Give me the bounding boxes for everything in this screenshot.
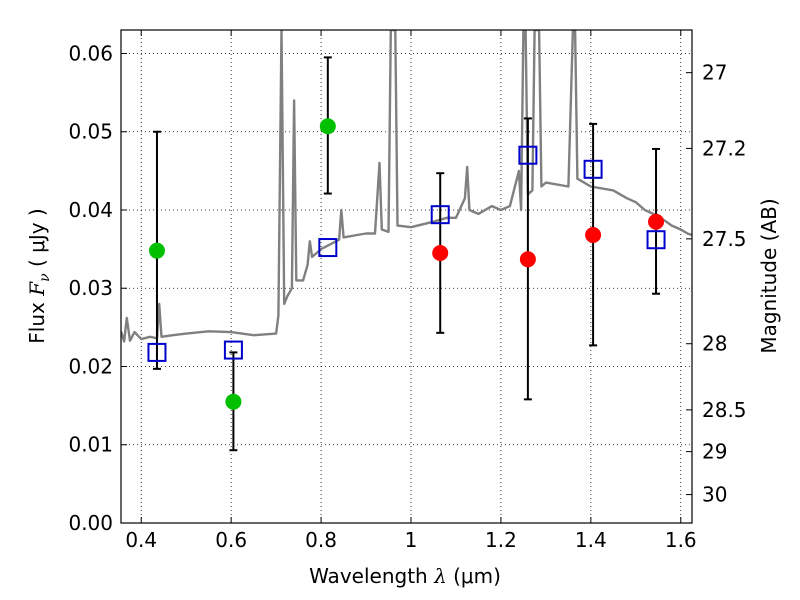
plot-frame: [120, 29, 693, 524]
y2-tick-label: 29: [702, 440, 727, 464]
dropout-point: [225, 393, 242, 410]
x-tick-label: 1.4: [575, 528, 607, 552]
x-tick-label: 1.6: [665, 528, 697, 552]
y-tick-label: 0.06: [68, 41, 113, 65]
y2-axis-title: Magnitude (AB): [757, 198, 781, 353]
y-tick-label: 0.05: [68, 120, 113, 144]
detection-point: [648, 213, 665, 230]
x-tick-label: 1: [405, 528, 418, 552]
y-tick-label: 0.04: [68, 198, 113, 222]
model-square-marker: [430, 205, 450, 225]
y2-tick-label: 28.5: [702, 398, 747, 422]
y2-tick-label: 27: [702, 61, 727, 85]
grid-lines: [121, 30, 692, 523]
model-square-marker: [583, 159, 603, 179]
y-tick-label: 0.01: [68, 433, 113, 457]
x-axis-title: Wavelength λ (μm): [309, 564, 501, 588]
model-square-marker: [646, 230, 666, 250]
detection-point: [432, 245, 449, 262]
x-tick-label: 0.8: [305, 528, 337, 552]
tick-labels: 0.4 0.6 0.8 1 1.2 1.4 1.6 0.00 0.01 0.02 0.03 0.04 0…: [68, 41, 746, 552]
data-points: [147, 118, 666, 410]
model-square-marker: [147, 342, 167, 362]
detection-point: [585, 227, 602, 244]
y2-tick-label: 27.2: [702, 136, 747, 160]
y-tick-label: 0.03: [68, 276, 113, 300]
spectrum-line: [121, 30, 692, 343]
error-bars: [152, 56, 661, 452]
y2-tick-label: 27.5: [702, 227, 747, 251]
y-tick-label: 0.02: [68, 354, 113, 378]
x-tick-label: 1.2: [485, 528, 517, 552]
dropout-point: [148, 242, 165, 259]
y-tick-label: 0.00: [68, 511, 113, 535]
y2-tick-label: 28: [702, 332, 727, 356]
model-square-marker: [318, 238, 338, 258]
dropout-point: [319, 118, 336, 135]
y-axis-title: Flux Fν ( μJy ): [25, 208, 53, 343]
tick-marks: [121, 30, 692, 524]
axes-frame: [120, 29, 693, 524]
model-square-marker: [518, 145, 538, 165]
spectrum-series: [121, 30, 692, 343]
x-tick-label: 0.4: [125, 528, 157, 552]
y2-tick-label: 30: [702, 483, 727, 507]
x-tick-label: 0.6: [215, 528, 247, 552]
detection-point: [519, 251, 536, 268]
model-square-marker: [223, 340, 243, 360]
